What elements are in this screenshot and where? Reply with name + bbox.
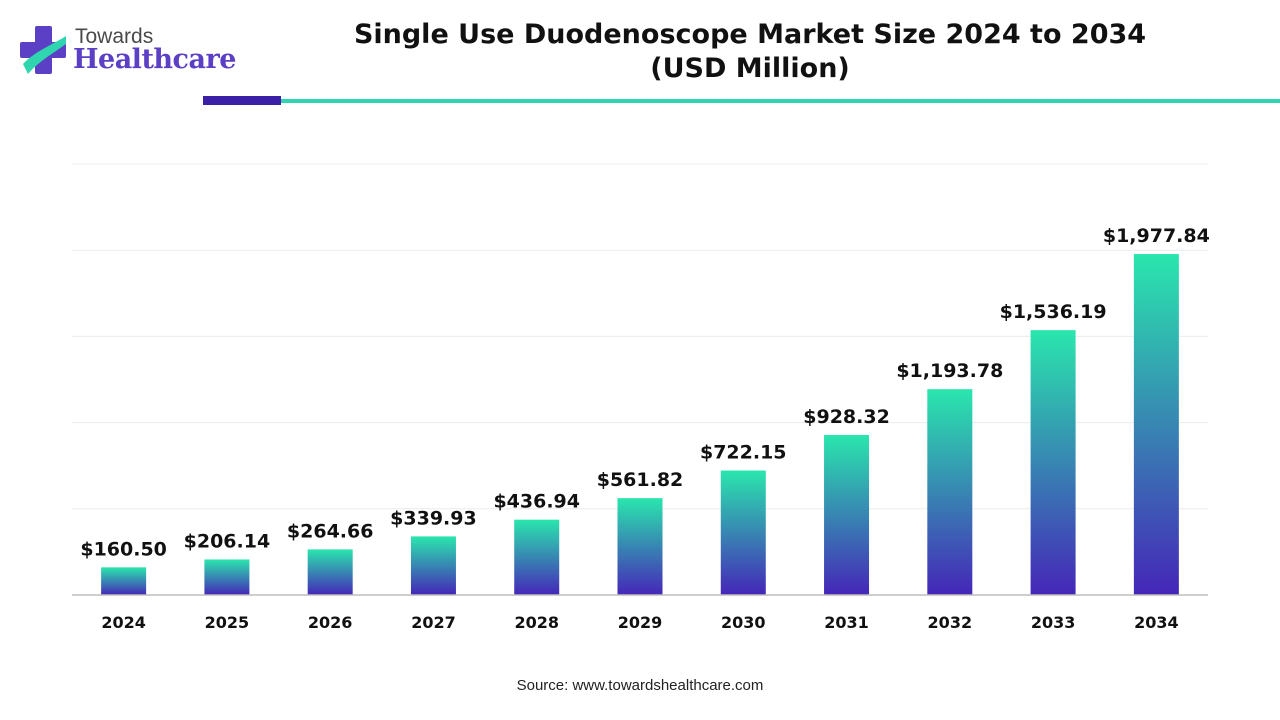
value-label-2034: $1,977.84	[1103, 225, 1210, 247]
value-label-2028: $436.94	[493, 491, 580, 513]
source-note: Source: www.towardshealthcare.com	[516, 677, 764, 694]
header-rule-accent	[203, 96, 281, 105]
value-label-2029: $561.82	[597, 469, 684, 491]
value-label-2031: $928.32	[803, 406, 890, 428]
bar-2024	[101, 567, 147, 595]
value-labels: $160.50 $206.14 $264.66 $339.93 $436.94 $561.…	[80, 225, 1209, 560]
x-tick-2025: 2025	[205, 613, 250, 632]
x-tick-2027: 2027	[411, 613, 456, 632]
value-label-2024: $160.50	[80, 538, 167, 560]
x-tick-2028: 2028	[514, 613, 559, 632]
x-tick-2024: 2024	[101, 613, 146, 632]
bar-2032	[927, 389, 973, 595]
x-tick-2033: 2033	[1031, 613, 1076, 632]
value-label-2032: $1,193.78	[896, 360, 1003, 382]
x-tick-2031: 2031	[824, 613, 869, 632]
bar-2030	[720, 470, 766, 595]
chart-title-line-2: (USD Million)	[650, 53, 850, 84]
x-tick-2030: 2030	[721, 613, 766, 632]
x-axis-tick-labels: 2024 2025 2026 2027 2028 2029 2030 2031 2032 2033…	[101, 613, 1178, 632]
bar-2031	[824, 434, 870, 595]
bar-2034	[1133, 254, 1179, 595]
value-label-2030: $722.15	[700, 442, 787, 464]
value-label-2033: $1,536.19	[1000, 301, 1107, 323]
x-tick-2034: 2034	[1134, 613, 1179, 632]
bar-2027	[410, 536, 456, 595]
logo-top-text: Towards	[75, 25, 154, 48]
plus-cross-logo-icon	[20, 26, 66, 74]
bar-2026	[307, 549, 353, 595]
company-logo: Towards Healthcare	[20, 22, 250, 86]
x-tick-2032: 2032	[928, 613, 973, 632]
header-rule-line	[281, 99, 1280, 103]
bar-2033	[1030, 330, 1076, 595]
bar-2028	[514, 519, 560, 595]
chart-title: Single Use Duodenoscope Market Size 2024…	[300, 18, 1200, 86]
logo-main-text: Healthcare	[73, 44, 236, 75]
x-tick-2029: 2029	[618, 613, 663, 632]
bar-2029	[617, 498, 663, 595]
value-label-2026: $264.66	[287, 520, 374, 542]
chart-title-line-1: Single Use Duodenoscope Market Size 2024…	[353, 19, 1147, 50]
x-tick-2026: 2026	[308, 613, 353, 632]
value-label-2025: $206.14	[184, 530, 271, 552]
bars	[101, 254, 1179, 595]
bar-2025	[204, 559, 250, 595]
value-label-2027: $339.93	[390, 507, 477, 529]
